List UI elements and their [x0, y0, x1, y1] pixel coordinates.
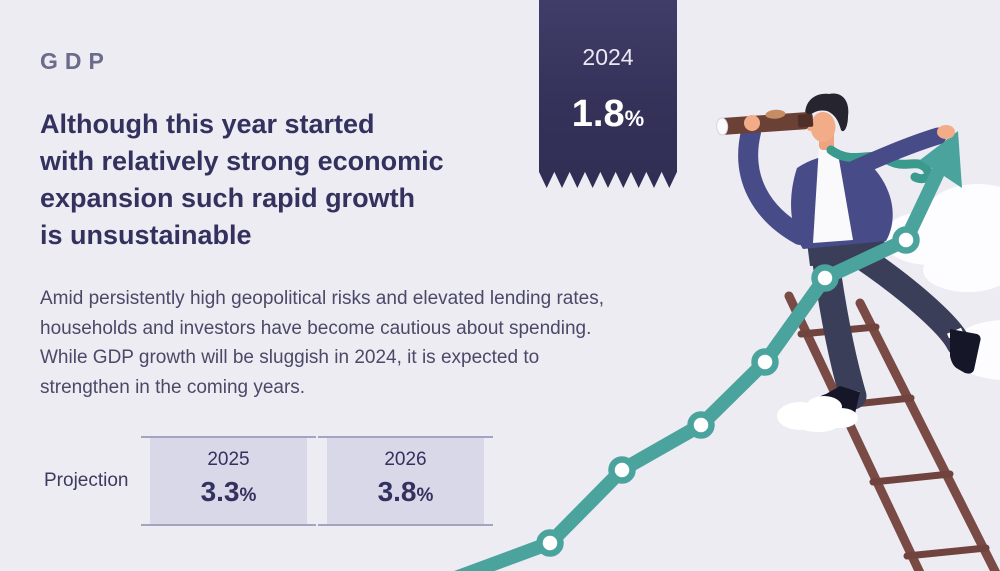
nose — [807, 125, 813, 131]
arrow-head — [920, 131, 962, 188]
projection-value-number: 3.3 — [200, 476, 240, 507]
left-arm — [738, 122, 810, 245]
right-hand — [937, 125, 955, 139]
businessman — [716, 93, 981, 418]
badge-value: 1.8% — [539, 93, 677, 136]
telescope-icon — [716, 109, 814, 136]
projection-year: 2026 — [384, 449, 427, 470]
left-hand — [744, 115, 760, 131]
sock — [842, 387, 860, 397]
back-leg — [835, 235, 972, 357]
projection-value: 3.8% — [327, 476, 484, 508]
right-arm — [843, 127, 947, 179]
projection-value-unit: % — [416, 485, 434, 506]
body-paragraph: Amid persistently high geopolitical risk… — [40, 288, 604, 398]
projection-card-2026: 2026 3.8% — [318, 436, 493, 526]
standing-shoe — [815, 386, 860, 418]
projection-year: 2025 — [207, 449, 250, 470]
ladder-icon — [784, 291, 1000, 571]
current-year-badge: 2024 1.8% — [539, 0, 677, 188]
projection-card-2025: 2025 3.3% — [141, 436, 316, 526]
badge-value-unit: % — [624, 106, 645, 131]
projection-value-unit: % — [239, 485, 257, 506]
projection-label: Projection — [44, 470, 129, 491]
section-kicker: GDP — [40, 48, 111, 74]
face — [810, 112, 836, 142]
back-cuff — [947, 327, 963, 339]
headline: Although this year started with relative… — [40, 109, 444, 250]
neck — [819, 130, 834, 150]
projection-value-number: 3.8 — [377, 476, 417, 507]
hair — [805, 93, 849, 132]
hips — [806, 228, 886, 266]
projection-value: 3.3% — [150, 476, 307, 508]
jacket — [791, 154, 893, 249]
tie — [826, 145, 933, 184]
badge-value-number: 1.8 — [571, 93, 625, 135]
badge-year: 2024 — [582, 44, 634, 70]
standing-leg — [810, 234, 867, 410]
back-shoe — [950, 329, 981, 374]
cloud-icon-small — [777, 396, 858, 432]
shirt — [813, 146, 853, 243]
cloud-icon — [882, 184, 1000, 380]
